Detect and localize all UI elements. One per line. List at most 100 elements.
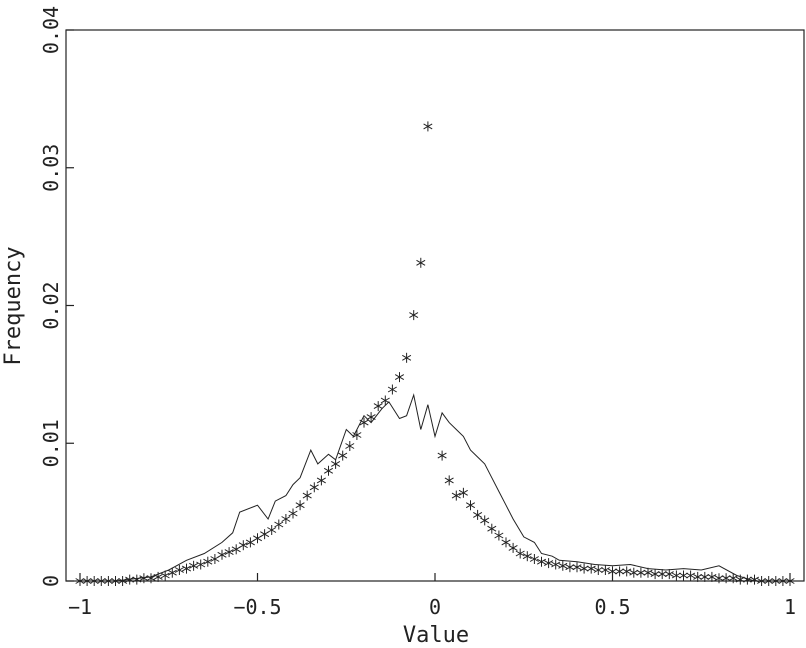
asterisk-marker [785,576,795,586]
asterisk-marker [409,310,419,321]
asterisk-marker [423,121,433,132]
asterisk-marker [437,450,447,461]
asterisk-marker [153,571,163,582]
y-axis: 0 0.01 0.02 0.03 0.04 [39,6,74,587]
asterisk-marker [757,576,767,586]
asterisk-marker [522,551,532,562]
asterisk-marker [650,569,660,580]
asterisk-marker [224,547,234,558]
asterisk-marker [487,523,497,534]
asterisk-marker [480,515,490,526]
asterisk-marker [323,465,334,476]
y-tick-label: 0.01 [39,419,63,467]
asterisk-marker [607,566,618,577]
asterisk-marker [252,533,263,544]
plot-frame [65,29,805,582]
asterisk-marker [366,412,376,423]
asterisk-marker [125,574,135,585]
asterisk-marker [118,576,128,586]
asterisk-marker [558,560,568,571]
asterisk-marker [402,352,412,363]
asterisk-marker [288,508,298,519]
asterisk-marker [352,430,362,440]
asterisk-marker [721,573,731,584]
x-axis: −1 −0.5 0 0.5 1 [68,573,796,619]
asterisk-marker [671,570,681,581]
asterisk-marker [274,519,284,530]
x-tick-label: −0.5 [233,595,281,619]
asterisk-marker [778,576,788,586]
asterisk-marker [217,549,227,560]
asterisk-marker [174,565,184,575]
asterisk-marker [593,565,603,575]
asterisk-marker [139,573,149,584]
asterisk-marker [167,567,177,578]
asterisk-marker [508,542,518,553]
asterisk-marker [622,566,632,577]
asterisk-marker [643,567,653,578]
asterisk-marker [771,576,781,586]
asterisk-marker [338,450,348,461]
x-tick-label: 0 [429,595,441,619]
asterisk-marker [309,482,319,493]
asterisk-marker [132,574,142,585]
asterisk-marker [686,570,696,581]
asterisk-marker [473,509,483,520]
asterisk-marker [678,570,689,581]
asterisk-marker [700,571,710,582]
asterisk-marker [345,441,355,451]
asterisk-marker [416,257,426,268]
asterisk-marker [636,567,646,578]
asterisk-marker [302,490,312,501]
asterisk-marker [458,487,468,498]
asterisk-marker [529,554,539,564]
asterisk-marker [387,384,397,395]
asterisk-marker [664,569,674,580]
asterisk-marker [600,565,610,575]
asterisk-marker [380,395,390,406]
asterisk-marker [281,514,291,524]
asterisk-marker [714,573,724,584]
asterisk-marker [267,525,277,535]
asterisk-marker [494,530,504,541]
asterisk-marker [238,540,248,551]
y-tick-label: 0 [39,575,63,587]
asterisk-marker [586,563,596,574]
asterisk-marker [551,559,561,570]
asterisk-marker [203,556,213,567]
asterisk-marker [629,567,639,578]
asterisk-marker [657,569,667,580]
y-tick-label: 0.03 [39,144,63,192]
asterisk-marker [96,576,106,586]
asterisk-marker [735,574,745,585]
y-tick-label: 0.02 [39,281,63,329]
asterisk-marker [316,475,326,486]
asterisk-marker [331,458,341,469]
asterisk-marker [103,576,113,586]
asterisk-marker [565,562,575,573]
asterisk-marker [196,559,206,570]
series-layer [75,121,795,586]
y-tick-label: 0.04 [39,6,63,54]
series-line [80,393,790,582]
asterisk-marker [373,401,383,412]
asterisk-marker [749,574,760,585]
asterisk-marker [394,372,405,383]
asterisk-marker [728,573,738,584]
asterisk-marker [75,576,85,586]
asterisk-marker [181,563,192,574]
asterisk-marker [579,563,589,574]
x-tick-label: 0.5 [594,595,630,619]
asterisk-marker [501,537,511,548]
asterisk-marker [260,529,270,540]
asterisk-marker [295,500,305,511]
asterisk-marker [359,417,369,428]
asterisk-marker [572,562,582,573]
asterisk-marker [189,560,199,571]
asterisk-marker [544,558,554,569]
asterisk-marker [160,570,170,581]
y-axis-label: Frequency [1,246,26,365]
asterisk-marker [693,571,703,582]
asterisk-marker [536,556,547,567]
